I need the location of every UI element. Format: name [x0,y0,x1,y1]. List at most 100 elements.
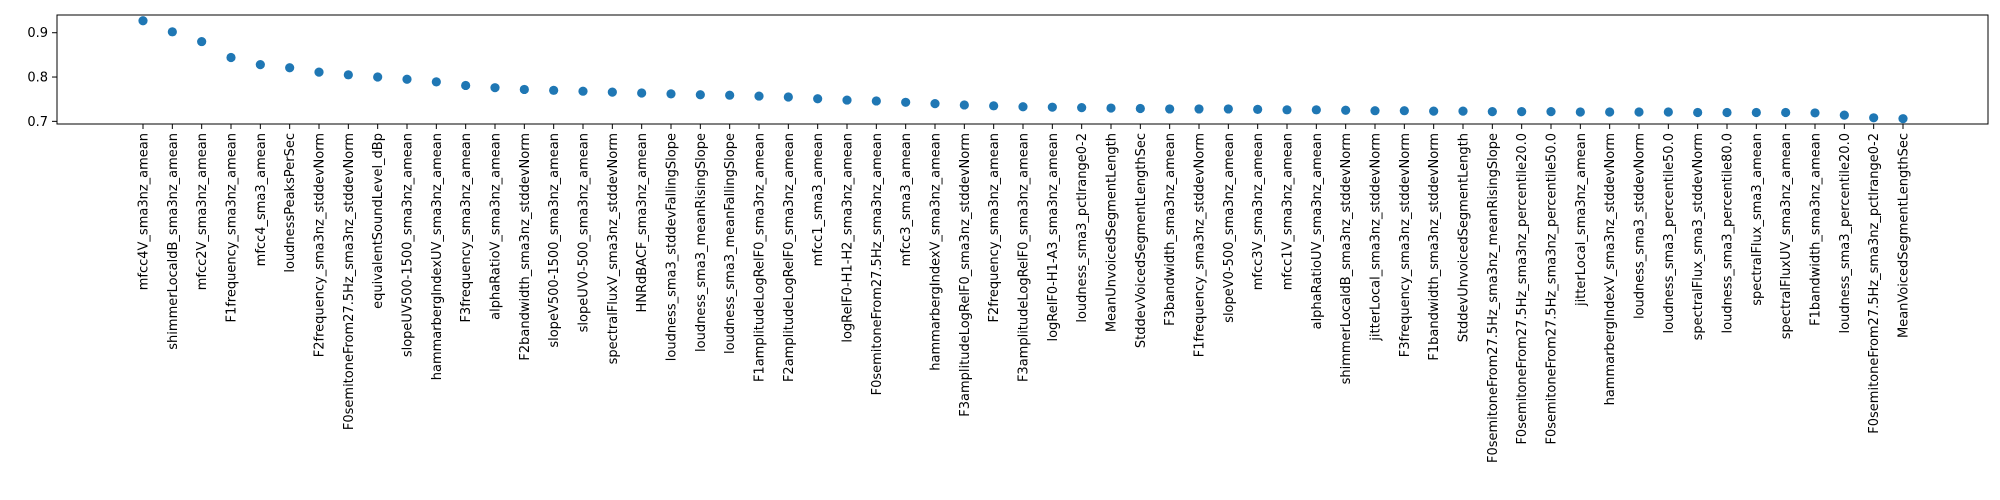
data-point [1781,107,1791,118]
data-point [1253,104,1263,114]
x-tick-label: loudness_sma3_meanFallingSlope [723,133,738,354]
x-tick-label: loudness_sma3_pctlrange0-2 [1075,133,1090,323]
x-tick-label: logRelF0-H1-H2_sma3nz_amean [841,133,856,343]
data-point [402,74,412,84]
x-tick-label: spectralFluxV_sma3nz_stddevNorm [606,133,621,364]
x-tick-label: spectralFlux_sma3_amean [1750,133,1765,306]
data-point [1663,107,1673,117]
x-tick-label: mfcc1_sma3_amean [811,133,826,266]
x-tick-label: F1frequency_sma3nz_amean [225,133,240,323]
data-point [1165,104,1175,114]
data-point [1517,106,1527,117]
data-point [695,90,705,100]
data-point [285,63,295,73]
data-point [1223,104,1233,114]
data-point [1106,103,1116,113]
data-point [1458,106,1468,116]
x-tick-label: F1frequency_sma3nz_stddevNorm [1193,133,1208,357]
x-tick-label: slopeV0-500_sma3nz_amean [1222,133,1237,323]
data-point [1399,106,1409,116]
data-point [1077,103,1087,113]
data-point [1605,107,1615,117]
x-tick-label: HNRdBACF_sma3nz_amean [635,133,650,313]
x-tick-label: F2frequency_sma3nz_amean [987,133,1002,323]
data-point [373,72,383,82]
x-tick-label: hammarbergIndexV_sma3nz_amean [929,133,944,371]
x-tick-label: shimmerLocaldB_sma3nz_stddevNorm [1339,133,1354,384]
x-tick-label: F0semitoneFrom27.5Hz_sma3nz_pctlrange0-2 [1867,133,1882,434]
x-tick-label: StddevVoicedSegmentLengthSec [1134,133,1149,348]
x-tick-label: F3frequency_sma3nz_stddevNorm [1398,133,1413,357]
x-tick-label: loudness_sma3_percentile80.0 [1721,133,1736,333]
data-point [255,60,265,70]
data-point [1693,107,1703,118]
x-tick-label: F2bandwidth_sma3nz_stddevNorm [518,133,533,361]
y-axis: 0.7 0.8 0.9 [27,26,57,130]
x-tick-label: slopeUV500-1500_sma3nz_amean [401,133,416,357]
x-tick-label: F0semitoneFrom27.5Hz_sma3nz_percentile50… [1545,133,1560,445]
data-point [1429,106,1439,116]
data-point [1898,114,1908,124]
data-point [578,86,588,96]
x-tick-label: equivalentSoundLevel_dBp [371,133,386,309]
x-tick-label: MeanUnvoicedSegmentLength [1105,133,1120,332]
data-point [1839,110,1849,120]
data-point [989,101,999,111]
data-point [871,96,881,106]
x-tick-label: mfcc4V_sma3nz_amean [137,133,152,290]
x-tick-label: F0semitoneFrom27.5Hz_sma3nz_meanRisingSl… [1486,133,1501,463]
x-tick-label: F3amplitudeLogRelF0_sma3nz_amean [1017,133,1032,382]
x-tick-label: MeanVoicedSegmentLengthSec [1897,133,1912,338]
x-tick-label: logRelF0-H1-A3_sma3nz_amean [1046,133,1061,342]
data-point [901,97,911,107]
data-point [490,83,500,93]
x-tick-label: F3amplitudeLogRelF0_sma3nz_stddevNorm [958,133,973,417]
x-tick-label: F1amplitudeLogRelF0_sma3nz_amean [753,133,768,382]
x-tick-label: loudness_sma3_percentile20.0 [1838,133,1853,333]
data-point [754,91,764,101]
x-tick-label: jitterLocal_sma3nz_stddevNorm [1369,133,1384,342]
x-tick-label: mfcc3_sma3_amean [899,133,914,266]
data-point [813,94,823,104]
x-tick-label: F1bandwidth_sma3nz_amean [1809,133,1824,326]
data-point [1341,105,1351,115]
data-point [519,84,529,95]
data-point [549,85,559,95]
data-point [1810,108,1820,118]
data-point [959,100,969,110]
plot-area [138,16,1908,124]
x-tick-label: loudness_sma3_meanRisingSlope [694,133,709,352]
data-point [637,88,647,98]
data-point [930,99,940,109]
data-point [842,95,852,105]
x-tick-label: F3frequency_sma3nz_amean [459,133,474,323]
data-point [314,67,324,77]
x-tick-label: loudness_sma3_stddevFallingSlope [665,133,680,361]
x-tick-label: hammarbergIndexV_sma3nz_stddevNorm [1603,133,1618,405]
data-point [1018,102,1028,112]
data-point [197,36,207,47]
data-point [1311,105,1321,115]
x-tick-label: spectralFluxUV_sma3nz_amean [1779,133,1794,339]
data-point [607,87,617,97]
data-point [343,70,353,80]
data-point [1546,106,1556,117]
x-tick-label: loudness_sma3_percentile50.0 [1662,133,1677,333]
data-point [1722,107,1732,118]
x-tick-label: F2amplitudeLogRelF0_sma3nz_amean [782,133,797,382]
data-point [1135,103,1145,114]
y-tick-label: 0.7 [27,115,48,130]
x-tick-label: slopeUV0-500_sma3nz_amean [577,133,592,332]
x-tick-label: mfcc2V_sma3nz_amean [195,133,210,290]
data-point [226,52,236,63]
data-point [167,27,177,37]
x-tick-label: loudnessPeaksPerSec [283,133,298,273]
data-point [783,92,793,102]
data-point [1487,106,1497,117]
data-point [431,77,441,87]
x-tick-label: loudness_sma3_stddevNorm [1633,133,1648,319]
x-tick-label: alphaRatioV_sma3nz_amean [489,133,504,320]
x-tick-label: slopeV500-1500_sma3nz_amean [547,133,562,348]
x-tick-label: mfcc4_sma3_amean [254,133,269,266]
